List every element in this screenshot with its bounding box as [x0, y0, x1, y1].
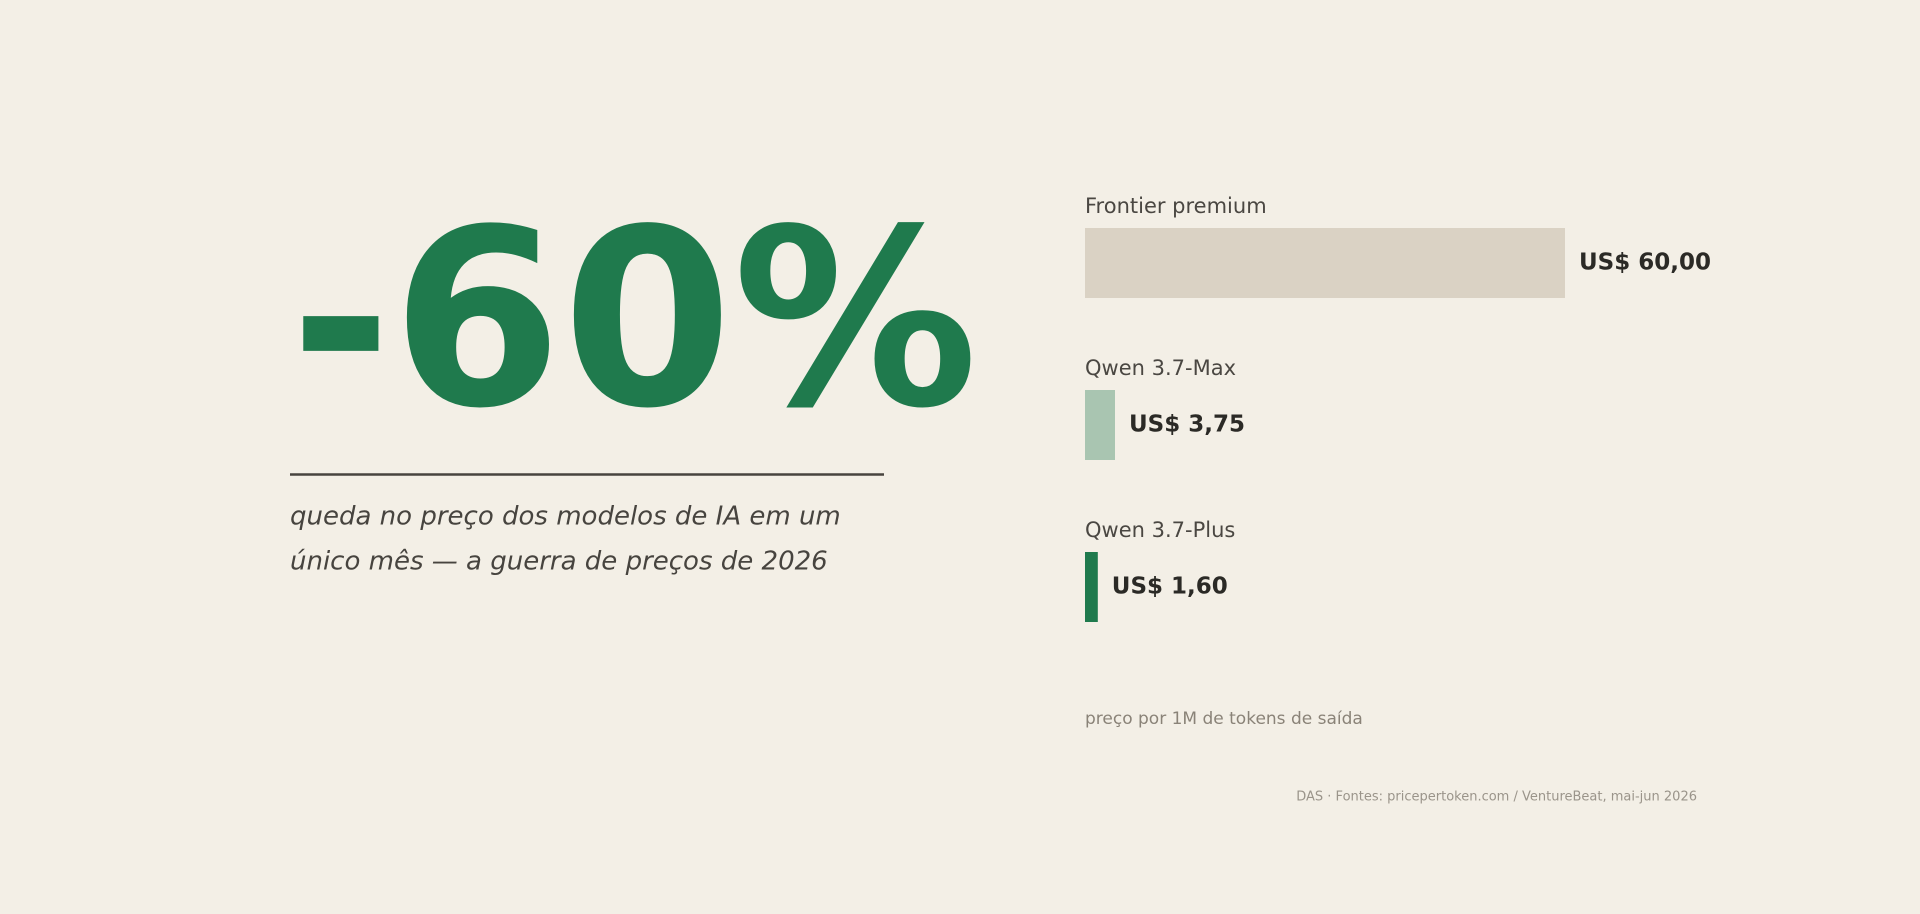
- source: DAS · Fontes: pricepertoken.com / Ventur…: [1296, 790, 1697, 805]
- value-label: US$ 1,60: [1112, 574, 1228, 600]
- value-label: US$ 3,75: [1129, 412, 1245, 438]
- subtitle-line: queda no preço dos modelos de IA em um: [290, 502, 841, 532]
- subtitle-line: único mês — a guerra de preços de 2026: [290, 547, 828, 577]
- bar: [1085, 552, 1098, 622]
- category-label: Qwen 3.7-Plus: [1085, 518, 1235, 542]
- category-label: Qwen 3.7-Max: [1085, 356, 1236, 380]
- bar: [1085, 228, 1565, 298]
- value-label: US$ 60,00: [1579, 250, 1711, 276]
- chart-note: preço por 1M de tokens de saída: [1085, 709, 1363, 729]
- category-label: Frontier premium: [1085, 194, 1267, 218]
- headline: -60%: [290, 177, 978, 462]
- bar: [1085, 390, 1115, 460]
